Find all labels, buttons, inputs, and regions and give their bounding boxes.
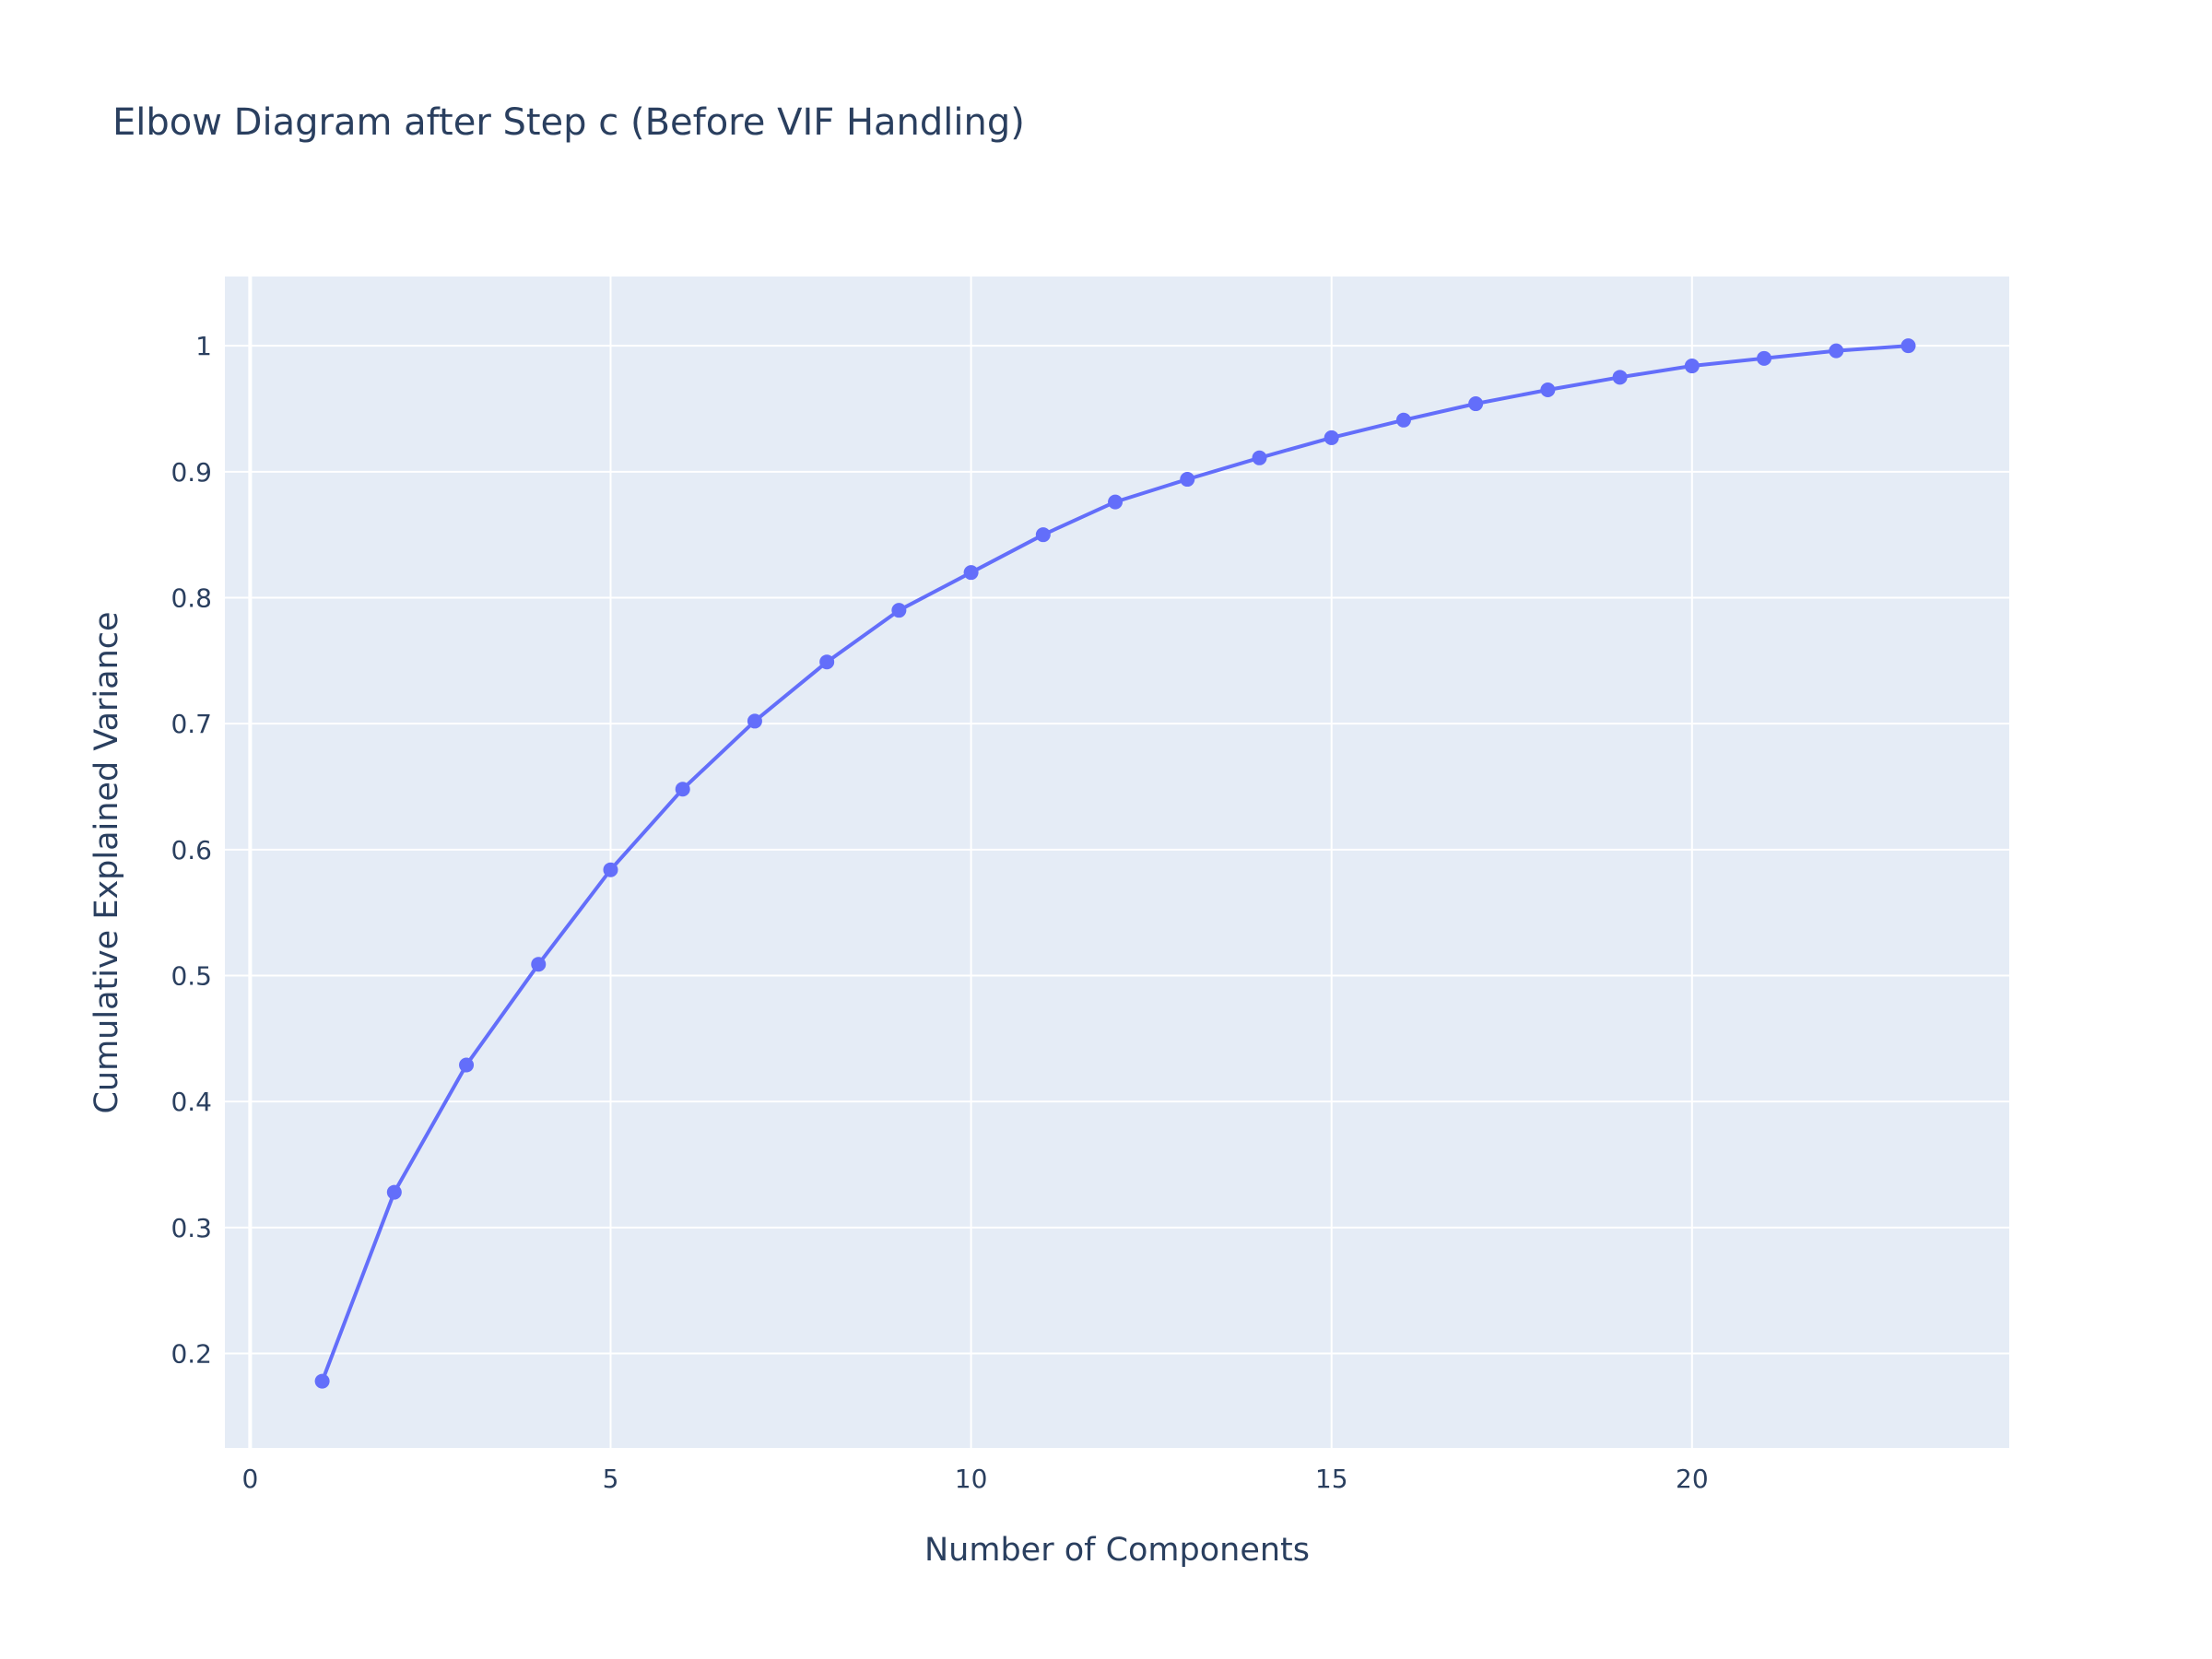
chart-title: Elbow Diagram after Step c (Before VIF H… bbox=[112, 101, 1025, 144]
data-point bbox=[1395, 412, 1411, 428]
data-point bbox=[747, 713, 762, 729]
y-tick-label: 0.9 bbox=[171, 457, 212, 488]
x-tick-label: 5 bbox=[603, 1464, 619, 1494]
x-tick-label: 15 bbox=[1315, 1464, 1348, 1494]
data-point bbox=[1468, 396, 1484, 412]
y-tick-label: 0.4 bbox=[171, 1087, 212, 1117]
data-point bbox=[1900, 338, 1916, 354]
x-axis-title: Number of Components bbox=[924, 1532, 1310, 1569]
data-point bbox=[675, 782, 690, 797]
series-layer bbox=[314, 338, 1916, 1389]
data-point bbox=[1540, 382, 1556, 397]
data-point bbox=[963, 565, 979, 581]
y-tick-labels: 0.2 0.3 0.4 0.5 0.6 0.7 0.8 0.9 1 bbox=[171, 331, 212, 1369]
data-point bbox=[1252, 450, 1267, 465]
y-tick-label: 0.8 bbox=[171, 583, 212, 614]
y-gridlines bbox=[225, 345, 2009, 1355]
x-gridlines bbox=[248, 276, 1693, 1448]
plot-area bbox=[225, 276, 2009, 1448]
x-tick-label: 10 bbox=[955, 1464, 988, 1494]
data-point bbox=[603, 862, 618, 877]
y-axis-title: Cumulative Explained Variance bbox=[88, 611, 125, 1113]
data-point bbox=[1757, 350, 1772, 366]
data-point bbox=[1180, 472, 1195, 488]
y-tick-label: 1 bbox=[195, 331, 212, 361]
data-point bbox=[386, 1184, 402, 1200]
data-point bbox=[819, 654, 835, 670]
data-point bbox=[314, 1373, 330, 1389]
x-tick-label: 0 bbox=[241, 1464, 258, 1494]
x-tick-label: 20 bbox=[1676, 1464, 1709, 1494]
y-tick-label: 0.7 bbox=[171, 709, 212, 739]
data-point bbox=[1324, 429, 1339, 445]
data-point bbox=[531, 957, 547, 972]
data-point bbox=[1684, 359, 1700, 374]
data-point bbox=[1108, 494, 1124, 510]
y-tick-label: 0.3 bbox=[171, 1213, 212, 1243]
data-point bbox=[459, 1057, 475, 1073]
y-tick-label: 0.6 bbox=[171, 835, 212, 865]
data-point bbox=[891, 603, 907, 618]
x-tick-labels: 0 5 10 15 20 bbox=[241, 1464, 1708, 1494]
y-tick-label: 0.2 bbox=[171, 1339, 212, 1370]
data-point bbox=[1612, 370, 1628, 385]
data-point bbox=[1829, 343, 1844, 359]
y-tick-label: 0.5 bbox=[171, 961, 212, 992]
data-point bbox=[1035, 527, 1051, 543]
